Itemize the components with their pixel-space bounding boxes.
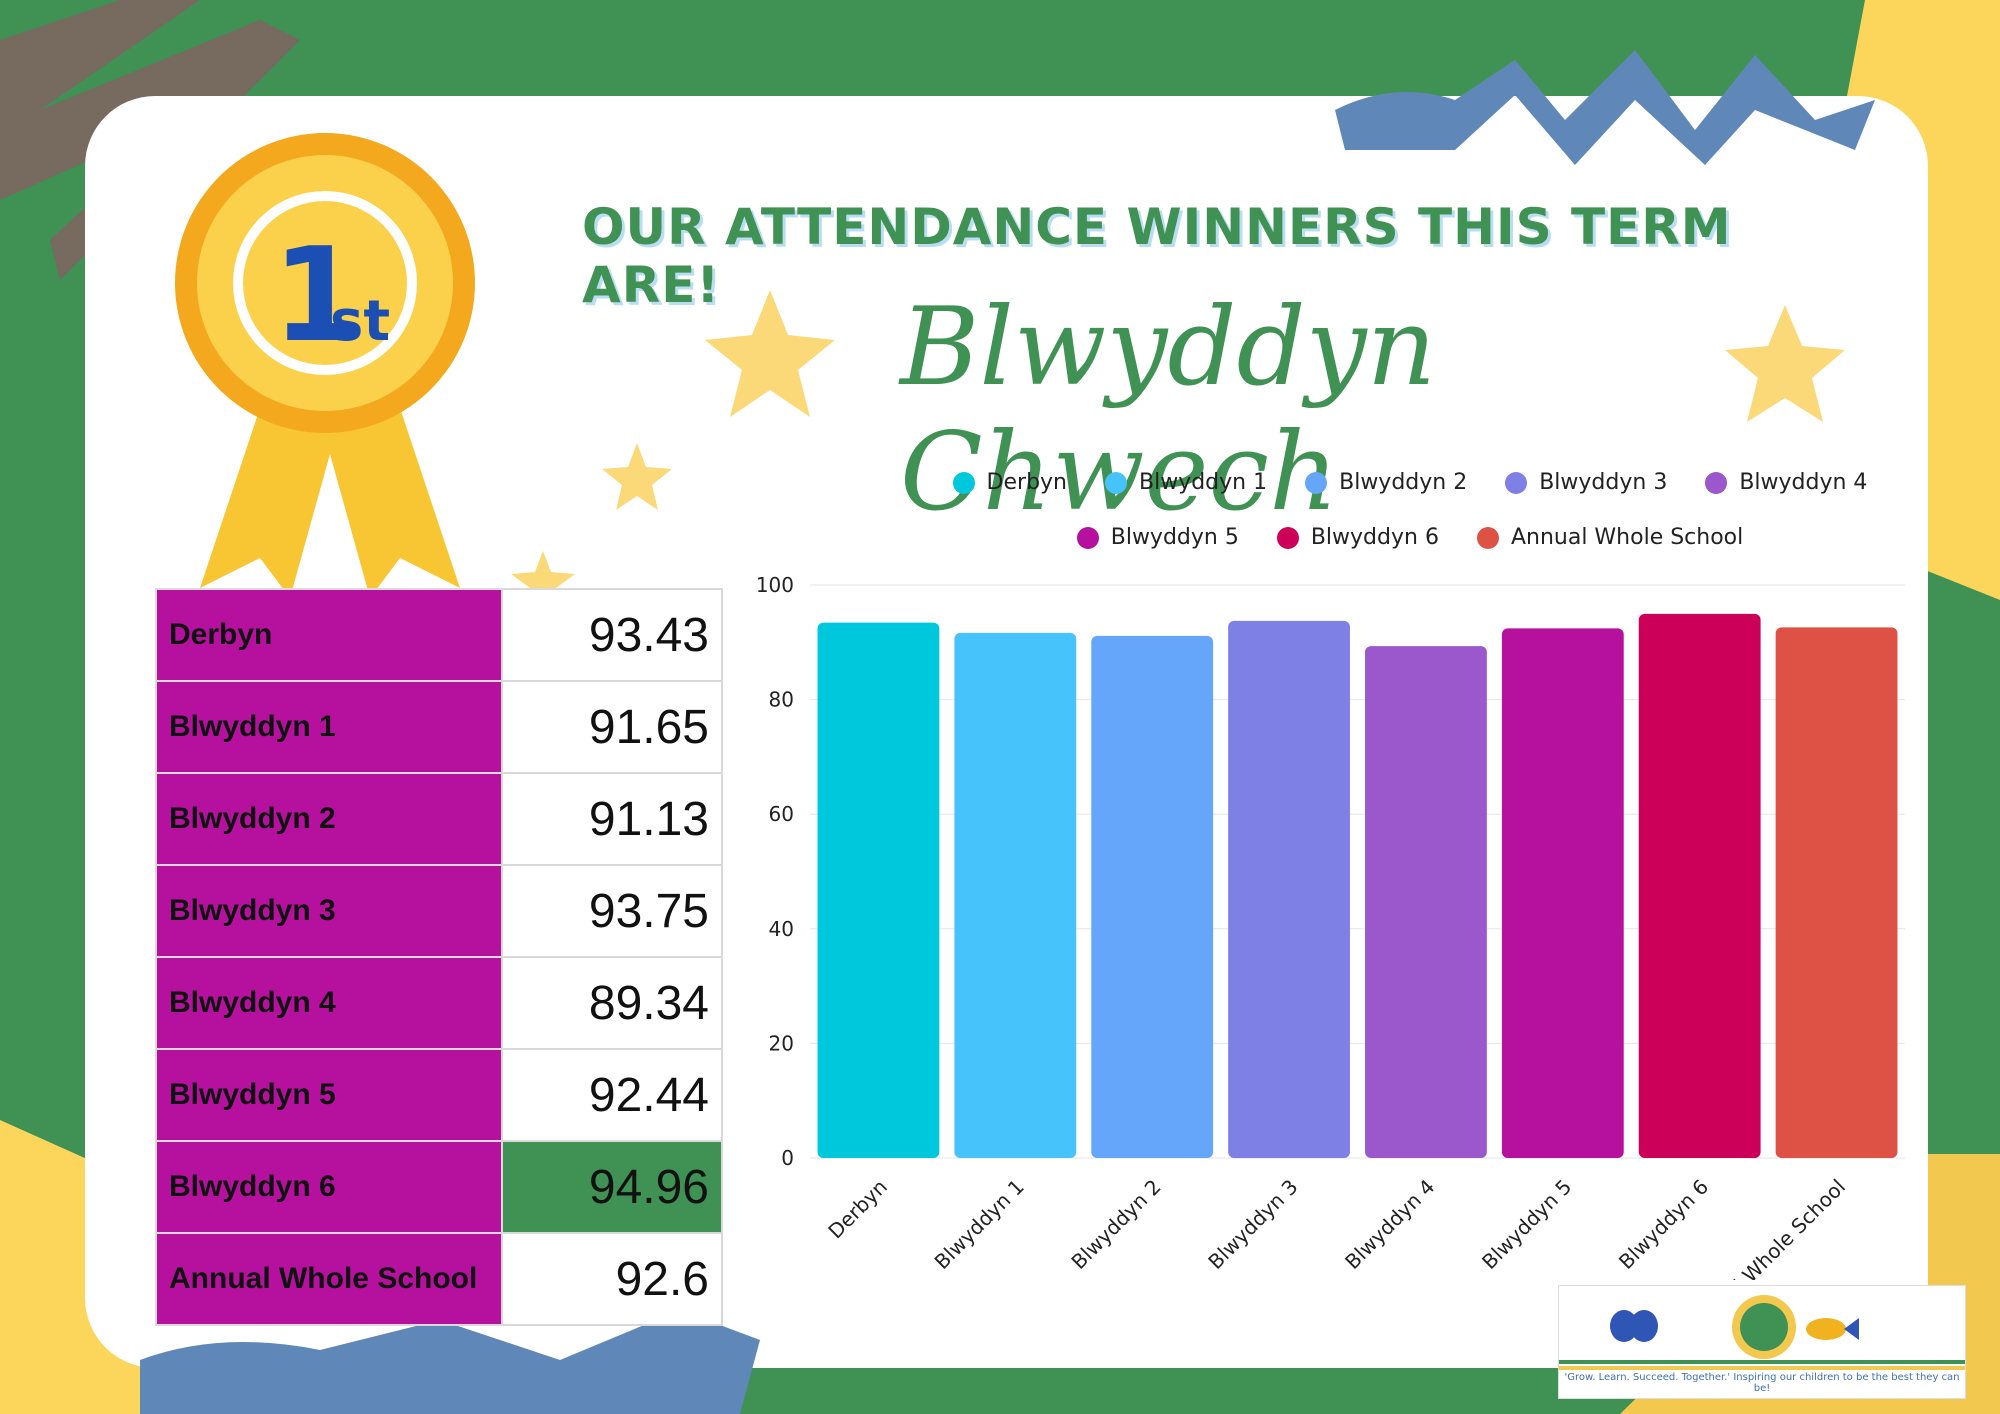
table-row: Blwyddyn 3 93.75 (155, 864, 723, 958)
bar (1365, 646, 1487, 1158)
legend-row: Blwyddyn 5 Blwyddyn 6 Annual Whole Schoo… (880, 525, 1940, 550)
table-cell-class: Blwyddyn 5 (155, 1048, 503, 1142)
x-tick-label: Blwyddyn 2 (1066, 1175, 1165, 1274)
table-cell-class: Blwyddyn 1 (155, 680, 503, 774)
bar (954, 632, 1077, 1158)
y-tick-label: 80 (769, 688, 794, 712)
x-tick-label: Blwyddyn 3 (1203, 1175, 1302, 1274)
legend-swatch (1476, 526, 1499, 549)
x-tick-label: Blwyddyn 5 (1477, 1175, 1576, 1274)
logo-caption: 'Grow. Learn. Succeed. Together.' Inspir… (1564, 1372, 1960, 1394)
legend-swatch (1505, 471, 1528, 494)
y-tick-label: 40 (769, 917, 794, 941)
school-crest-icon (1732, 1295, 1796, 1359)
school-logo-banner: 'Grow. Learn. Succeed. Together.' Inspir… (1558, 1285, 1966, 1399)
table-row: Blwyddyn 1 91.65 (155, 680, 723, 774)
bar (1091, 635, 1214, 1158)
chart-legend: Derbyn Blwyddyn 1 Blwyddyn 2 Blwyddyn 3 … (880, 470, 1940, 580)
logo-stripe-yellow (1559, 1366, 1965, 1370)
legend-label: Blwyddyn 1 (1139, 470, 1268, 495)
star-icon-large-right (1725, 305, 1845, 422)
table-cell-class: Blwyddyn 3 (155, 864, 503, 958)
table-cell-value: 93.43 (501, 588, 723, 682)
legend-swatch (1305, 471, 1328, 494)
bar (817, 622, 940, 1158)
blue-brush-decoration-top (1335, 50, 1875, 165)
table-row: Blwyddyn 5 92.44 (155, 1048, 723, 1142)
table-cell-class: Derbyn (155, 588, 503, 682)
bar (1501, 628, 1624, 1158)
rosette-icon: 1 st (175, 133, 475, 598)
table-cell-class: Blwyddyn 6 (155, 1140, 503, 1234)
legend-label: Blwyddyn 5 (1110, 525, 1239, 550)
y-tick-label: 100 (756, 573, 794, 597)
table-cell-value-winner: 94.96 (501, 1140, 723, 1234)
bar (1228, 620, 1350, 1158)
winner-class-name: Blwyddyn Chwech (900, 285, 1437, 535)
x-tick-label: Blwyddyn 6 (1614, 1175, 1713, 1274)
legend-row: Derbyn Blwyddyn 1 Blwyddyn 2 Blwyddyn 3 … (880, 470, 1940, 495)
legend-swatch (1276, 526, 1299, 549)
legend-label: Blwyddyn 4 (1739, 470, 1868, 495)
legend-swatch (952, 471, 975, 494)
star-icon-large-left (705, 290, 835, 417)
table-cell-value: 91.13 (501, 772, 723, 866)
x-tick-label: Blwyddyn 4 (1340, 1175, 1439, 1274)
legend-swatch (1705, 471, 1728, 494)
table-cell-value: 91.65 (501, 680, 723, 774)
table-cell-class: Annual Whole School (155, 1232, 503, 1326)
legend-label: Blwyddyn 2 (1339, 470, 1468, 495)
table-cell-value: 92.6 (501, 1232, 723, 1326)
star-icon-tiny (511, 551, 575, 598)
table-cell-class: Blwyddyn 2 (155, 772, 503, 866)
fish-icon (1806, 1318, 1859, 1340)
legend-item: Blwyddyn 1 (1105, 470, 1267, 495)
blue-brush-decoration-bottom (140, 1310, 760, 1414)
legend-label: Blwyddyn 6 (1310, 525, 1439, 550)
y-tick-label: 60 (769, 802, 794, 826)
x-tick-label: Blwyddyn 1 (930, 1175, 1029, 1274)
table-cell-value: 92.44 (501, 1048, 723, 1142)
legend-label: Annual Whole School (1510, 525, 1744, 550)
table-cell-class: Blwyddyn 4 (155, 956, 503, 1050)
attendance-table: Derbyn 93.43 Blwyddyn 1 91.65 Blwyddyn 2 91… (155, 588, 723, 1326)
badge-place: 1 (272, 219, 362, 371)
badge-suffix: st (330, 289, 390, 354)
legend-swatch (1105, 471, 1127, 494)
table-row: Derbyn 93.43 (155, 588, 723, 682)
legend-swatch (1076, 526, 1099, 549)
poster-title: OUR ATTENDANCE WINNERS THIS TERM ARE! (582, 198, 1732, 314)
table-cell-value: 89.34 (501, 956, 723, 1050)
legend-item: Blwyddyn 5 (1076, 525, 1239, 550)
table-row-winner: Blwyddyn 6 94.96 (155, 1140, 723, 1234)
attendance-bar-chart: 0 20 40 60 80 100 Derbyn Blwyddyn 1 Blwyddyn 2 Bl… (756, 573, 1905, 1280)
bar (1775, 627, 1898, 1158)
legend-label: Derbyn (986, 470, 1067, 495)
legend-item: Annual Whole School (1476, 525, 1744, 550)
logo-stripe-green (1559, 1360, 1965, 1364)
legend-item: Derbyn (952, 470, 1067, 495)
bar (1638, 613, 1761, 1158)
background-grey-brush (0, 0, 300, 280)
star-icon-small (602, 443, 672, 510)
legend-item: Blwyddyn 2 (1305, 470, 1467, 495)
legend-label: Blwyddyn 3 (1539, 470, 1668, 495)
table-row: Blwyddyn 2 91.13 (155, 772, 723, 866)
table-cell-value: 93.75 (501, 864, 723, 958)
x-tick-label: Derbyn (823, 1175, 892, 1244)
legend-item: Blwyddyn 3 (1505, 470, 1667, 495)
butterfly-icon (1610, 1310, 1658, 1342)
legend-item: Blwyddyn 4 (1705, 470, 1867, 495)
legend-item: Blwyddyn 6 (1276, 525, 1439, 550)
y-tick-label: 0 (781, 1146, 794, 1170)
table-row: Blwyddyn 4 89.34 (155, 956, 723, 1050)
table-row: Annual Whole School 92.6 (155, 1232, 723, 1326)
y-tick-label: 20 (769, 1031, 794, 1055)
